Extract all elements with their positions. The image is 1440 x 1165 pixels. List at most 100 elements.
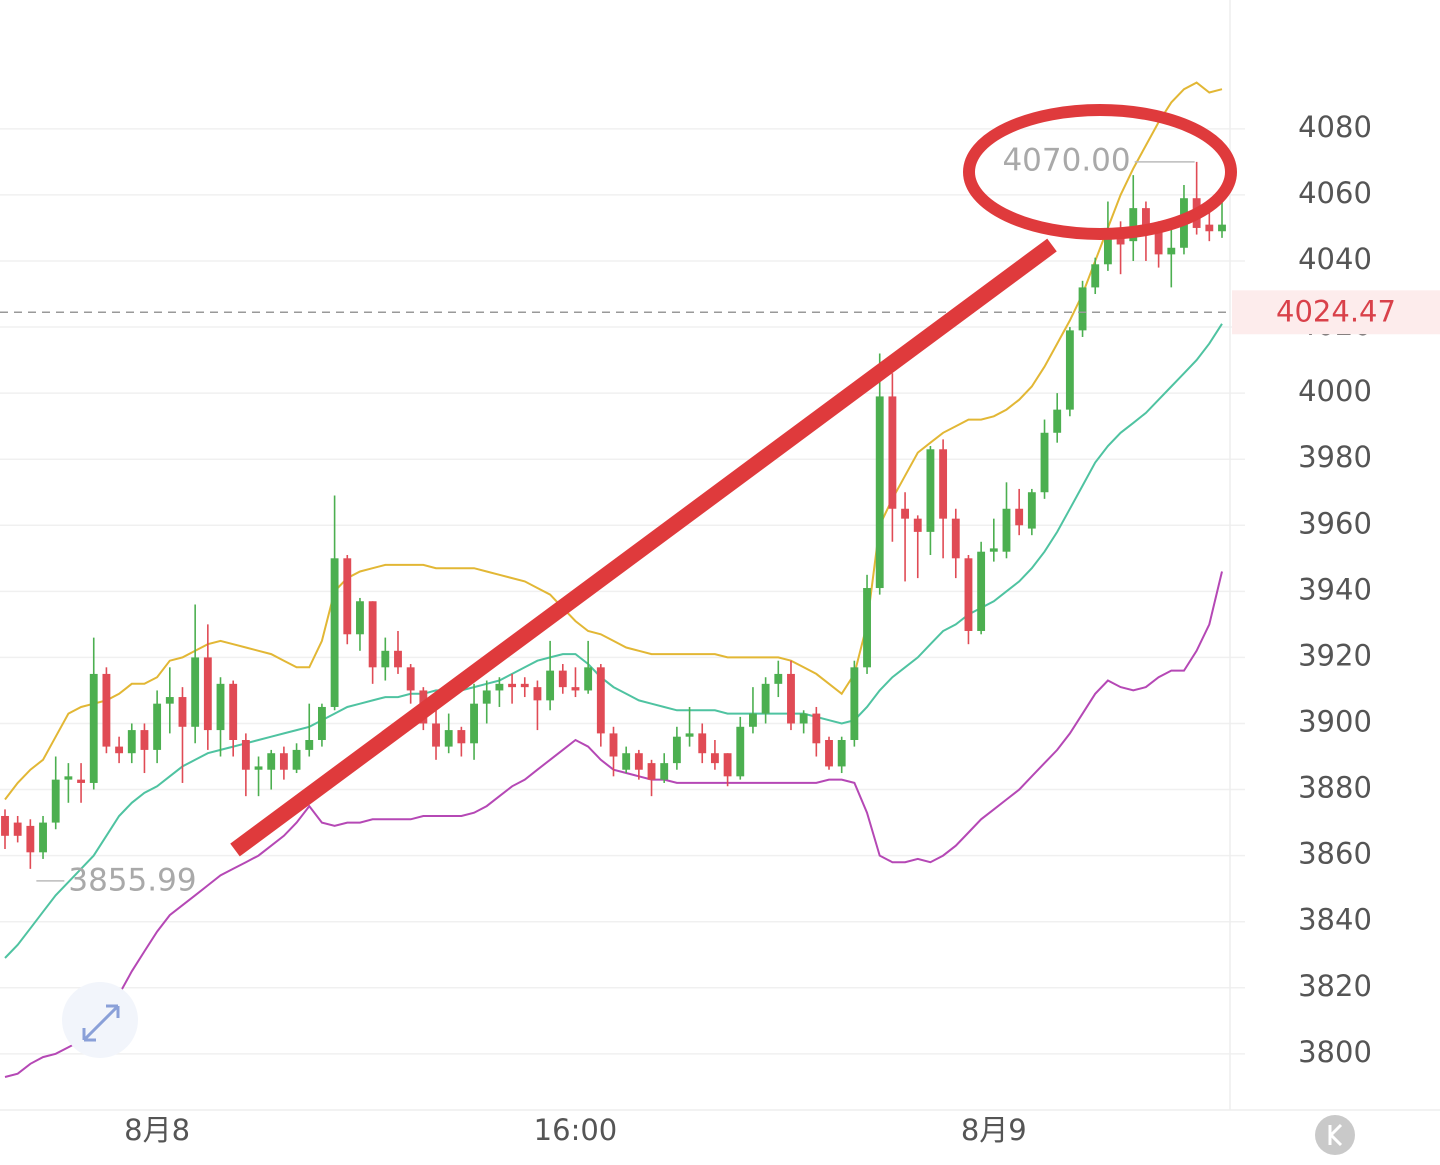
candle-body (216, 683, 225, 731)
candle-body (203, 657, 212, 731)
expand-icon (82, 1004, 120, 1042)
candle-body (292, 749, 301, 770)
candle-body (723, 753, 732, 777)
candle-body (115, 746, 124, 754)
y-tick-label: 3960 (1298, 506, 1372, 540)
candle-body (939, 449, 948, 519)
k-button-bg (1315, 1115, 1355, 1155)
x-tick-label: 16:00 (534, 1113, 618, 1147)
last-price-box (1232, 290, 1440, 335)
candle-body (267, 753, 276, 770)
candle-body (482, 690, 491, 704)
candle-body (749, 713, 757, 727)
candle-body (1, 815, 9, 836)
y-tick-label: 3840 (1298, 903, 1372, 937)
y-tick-label: 4060 (1298, 176, 1372, 210)
y-tick-label: 4040 (1298, 242, 1372, 276)
y-tick-label: 4000 (1298, 374, 1372, 408)
candle-body (698, 733, 707, 754)
candle-body (1002, 508, 1011, 552)
candle-body (622, 753, 631, 770)
candle-body (1091, 264, 1100, 288)
candle-body (381, 650, 390, 668)
candle-body (609, 733, 618, 757)
candle-body (1053, 409, 1062, 433)
drawn-trend-line (230, 238, 1057, 857)
candle-body (1142, 208, 1150, 228)
candle-body (330, 558, 339, 707)
x-tick-label: 8月9 (961, 1113, 1027, 1147)
candle-body (850, 667, 859, 740)
candle-body (520, 683, 529, 688)
candle-body (799, 713, 808, 724)
candle-body (926, 449, 935, 532)
candle-body (432, 723, 440, 747)
candles (1, 161, 1226, 869)
candle-body (165, 697, 174, 704)
y-tick-label: 3860 (1298, 837, 1372, 871)
candle-body (343, 558, 352, 635)
candle-body (1027, 492, 1036, 529)
candle-body (470, 703, 478, 744)
candle-body (1103, 227, 1112, 265)
candle-body (1015, 508, 1024, 526)
candle-body (660, 763, 669, 780)
band-line (4, 81, 1223, 801)
candle-body (989, 548, 998, 552)
candle-body (368, 601, 377, 668)
candle-body (977, 551, 986, 631)
candle-body (647, 763, 656, 780)
candle-body (1205, 224, 1214, 232)
candle-body (1129, 208, 1138, 242)
candle-body (710, 753, 719, 764)
candle-body (89, 673, 98, 783)
candle-body (837, 740, 846, 767)
candle-body (774, 673, 783, 684)
candle-body (191, 657, 200, 727)
candle-body (875, 396, 884, 589)
candle-body (77, 779, 85, 783)
candle-body (1154, 227, 1163, 255)
y-tick-label: 4080 (1298, 110, 1372, 144)
candle-body (1078, 287, 1087, 331)
candle-body (140, 730, 149, 750)
drawn-circle (963, 104, 1237, 240)
candle-body (1167, 247, 1176, 255)
expand-button[interactable] (62, 982, 138, 1058)
labels: 3800 3820 3840 3860 3880 3900 3920 3940 3960 3980… (0, 110, 1440, 1147)
candle-body (356, 601, 364, 635)
y-tick-label: 3880 (1298, 771, 1372, 805)
candle-body (546, 670, 555, 701)
expand-bg (62, 982, 138, 1058)
y-tick-label: 3920 (1298, 638, 1372, 672)
candle-body (64, 776, 73, 780)
y-tick-label: 3820 (1298, 969, 1372, 1003)
candle-body (127, 730, 136, 754)
candle-body (508, 683, 517, 688)
y-tick-label: 3900 (1298, 704, 1372, 738)
candle-body (888, 396, 897, 509)
candle-body (102, 673, 111, 747)
band-line (4, 323, 1223, 959)
candle-body (305, 740, 314, 750)
candle-body (39, 822, 47, 853)
candle-body (533, 687, 542, 701)
candle-body (596, 667, 605, 734)
candle-body (457, 730, 466, 744)
candle-body (901, 508, 910, 519)
candle-body (787, 673, 795, 724)
candle-body (736, 726, 745, 777)
candle-body (178, 697, 187, 727)
x-tick-label: 8月8 (124, 1113, 190, 1147)
candle-body (279, 753, 288, 770)
candle-body (1065, 330, 1074, 410)
candle-body (634, 753, 643, 770)
k-button[interactable] (1315, 1115, 1355, 1155)
candle-body (495, 683, 504, 691)
candle-body (153, 703, 162, 750)
band-line (4, 571, 1223, 1078)
candle-body (685, 733, 694, 737)
candle-body (761, 683, 770, 714)
candle-body (241, 740, 250, 770)
